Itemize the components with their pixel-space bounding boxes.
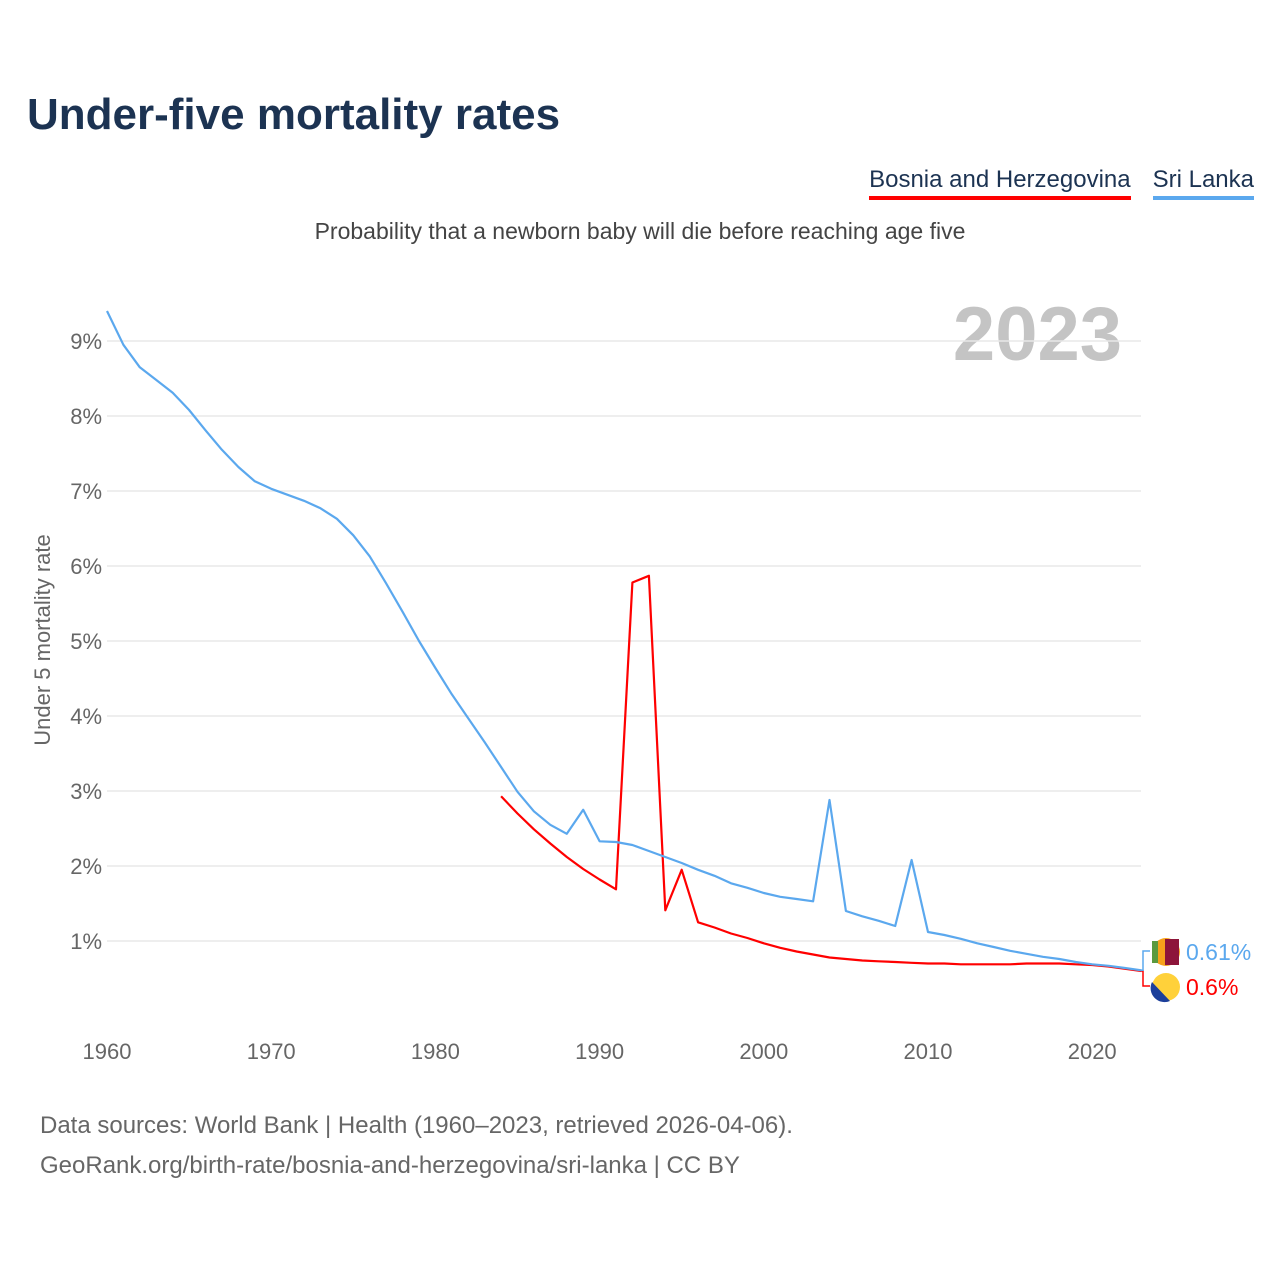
- series-line-bosnia: [500, 574, 1142, 973]
- x-tick-label: 1960: [83, 1039, 132, 1064]
- y-tick-label: 1%: [70, 929, 102, 954]
- source-note: Data sources: World Bank | Health (1960–…: [40, 1106, 793, 1186]
- x-tick-label: 2010: [904, 1039, 953, 1064]
- source-line-2[interactable]: GeoRank.org/birth-rate/bosnia-and-herzeg…: [40, 1152, 740, 1179]
- y-tick-label: 4%: [70, 704, 102, 729]
- x-tick-label: 1990: [575, 1039, 624, 1064]
- flag-detail: [1165, 939, 1179, 965]
- flag-detail: [1152, 941, 1158, 963]
- chart-title: Under-five mortality rates: [27, 90, 561, 139]
- year-label: 2023: [953, 292, 1122, 377]
- y-tick-label: 9%: [70, 329, 102, 354]
- legend-item-sri-lanka[interactable]: Sri Lanka: [1152, 166, 1254, 200]
- y-tick-label: 7%: [70, 479, 102, 504]
- end-value-label: 0.61%: [1186, 939, 1251, 965]
- legend: Bosnia and Herzegovina Sri Lanka: [869, 166, 1254, 200]
- y-tick-label: 6%: [70, 554, 102, 579]
- x-tick-label: 2020: [1068, 1039, 1117, 1064]
- y-tick-label: 5%: [70, 629, 102, 654]
- flag-detail: [1150, 982, 1170, 1003]
- y-tick-label: 3%: [70, 779, 102, 804]
- chart-subtitle: Probability that a newborn baby will die…: [314, 218, 966, 244]
- end-value-label: 0.6%: [1186, 974, 1238, 1000]
- x-tick-label: 1970: [247, 1039, 296, 1064]
- series-line-sri-lanka: [106, 310, 1142, 972]
- x-tick-label: 1980: [411, 1039, 460, 1064]
- end-label-connector: [1141, 970, 1150, 987]
- end-label-connector: [1141, 950, 1150, 971]
- y-tick-label: 2%: [70, 854, 102, 879]
- source-line-1: Data sources: World Bank | Health (1960–…: [40, 1112, 793, 1139]
- y-axis-label: Under 5 mortality rate: [30, 534, 55, 746]
- legend-item-bosnia[interactable]: Bosnia and Herzegovina: [869, 166, 1131, 200]
- y-tick-label: 8%: [70, 404, 102, 429]
- x-tick-label: 2000: [739, 1039, 788, 1064]
